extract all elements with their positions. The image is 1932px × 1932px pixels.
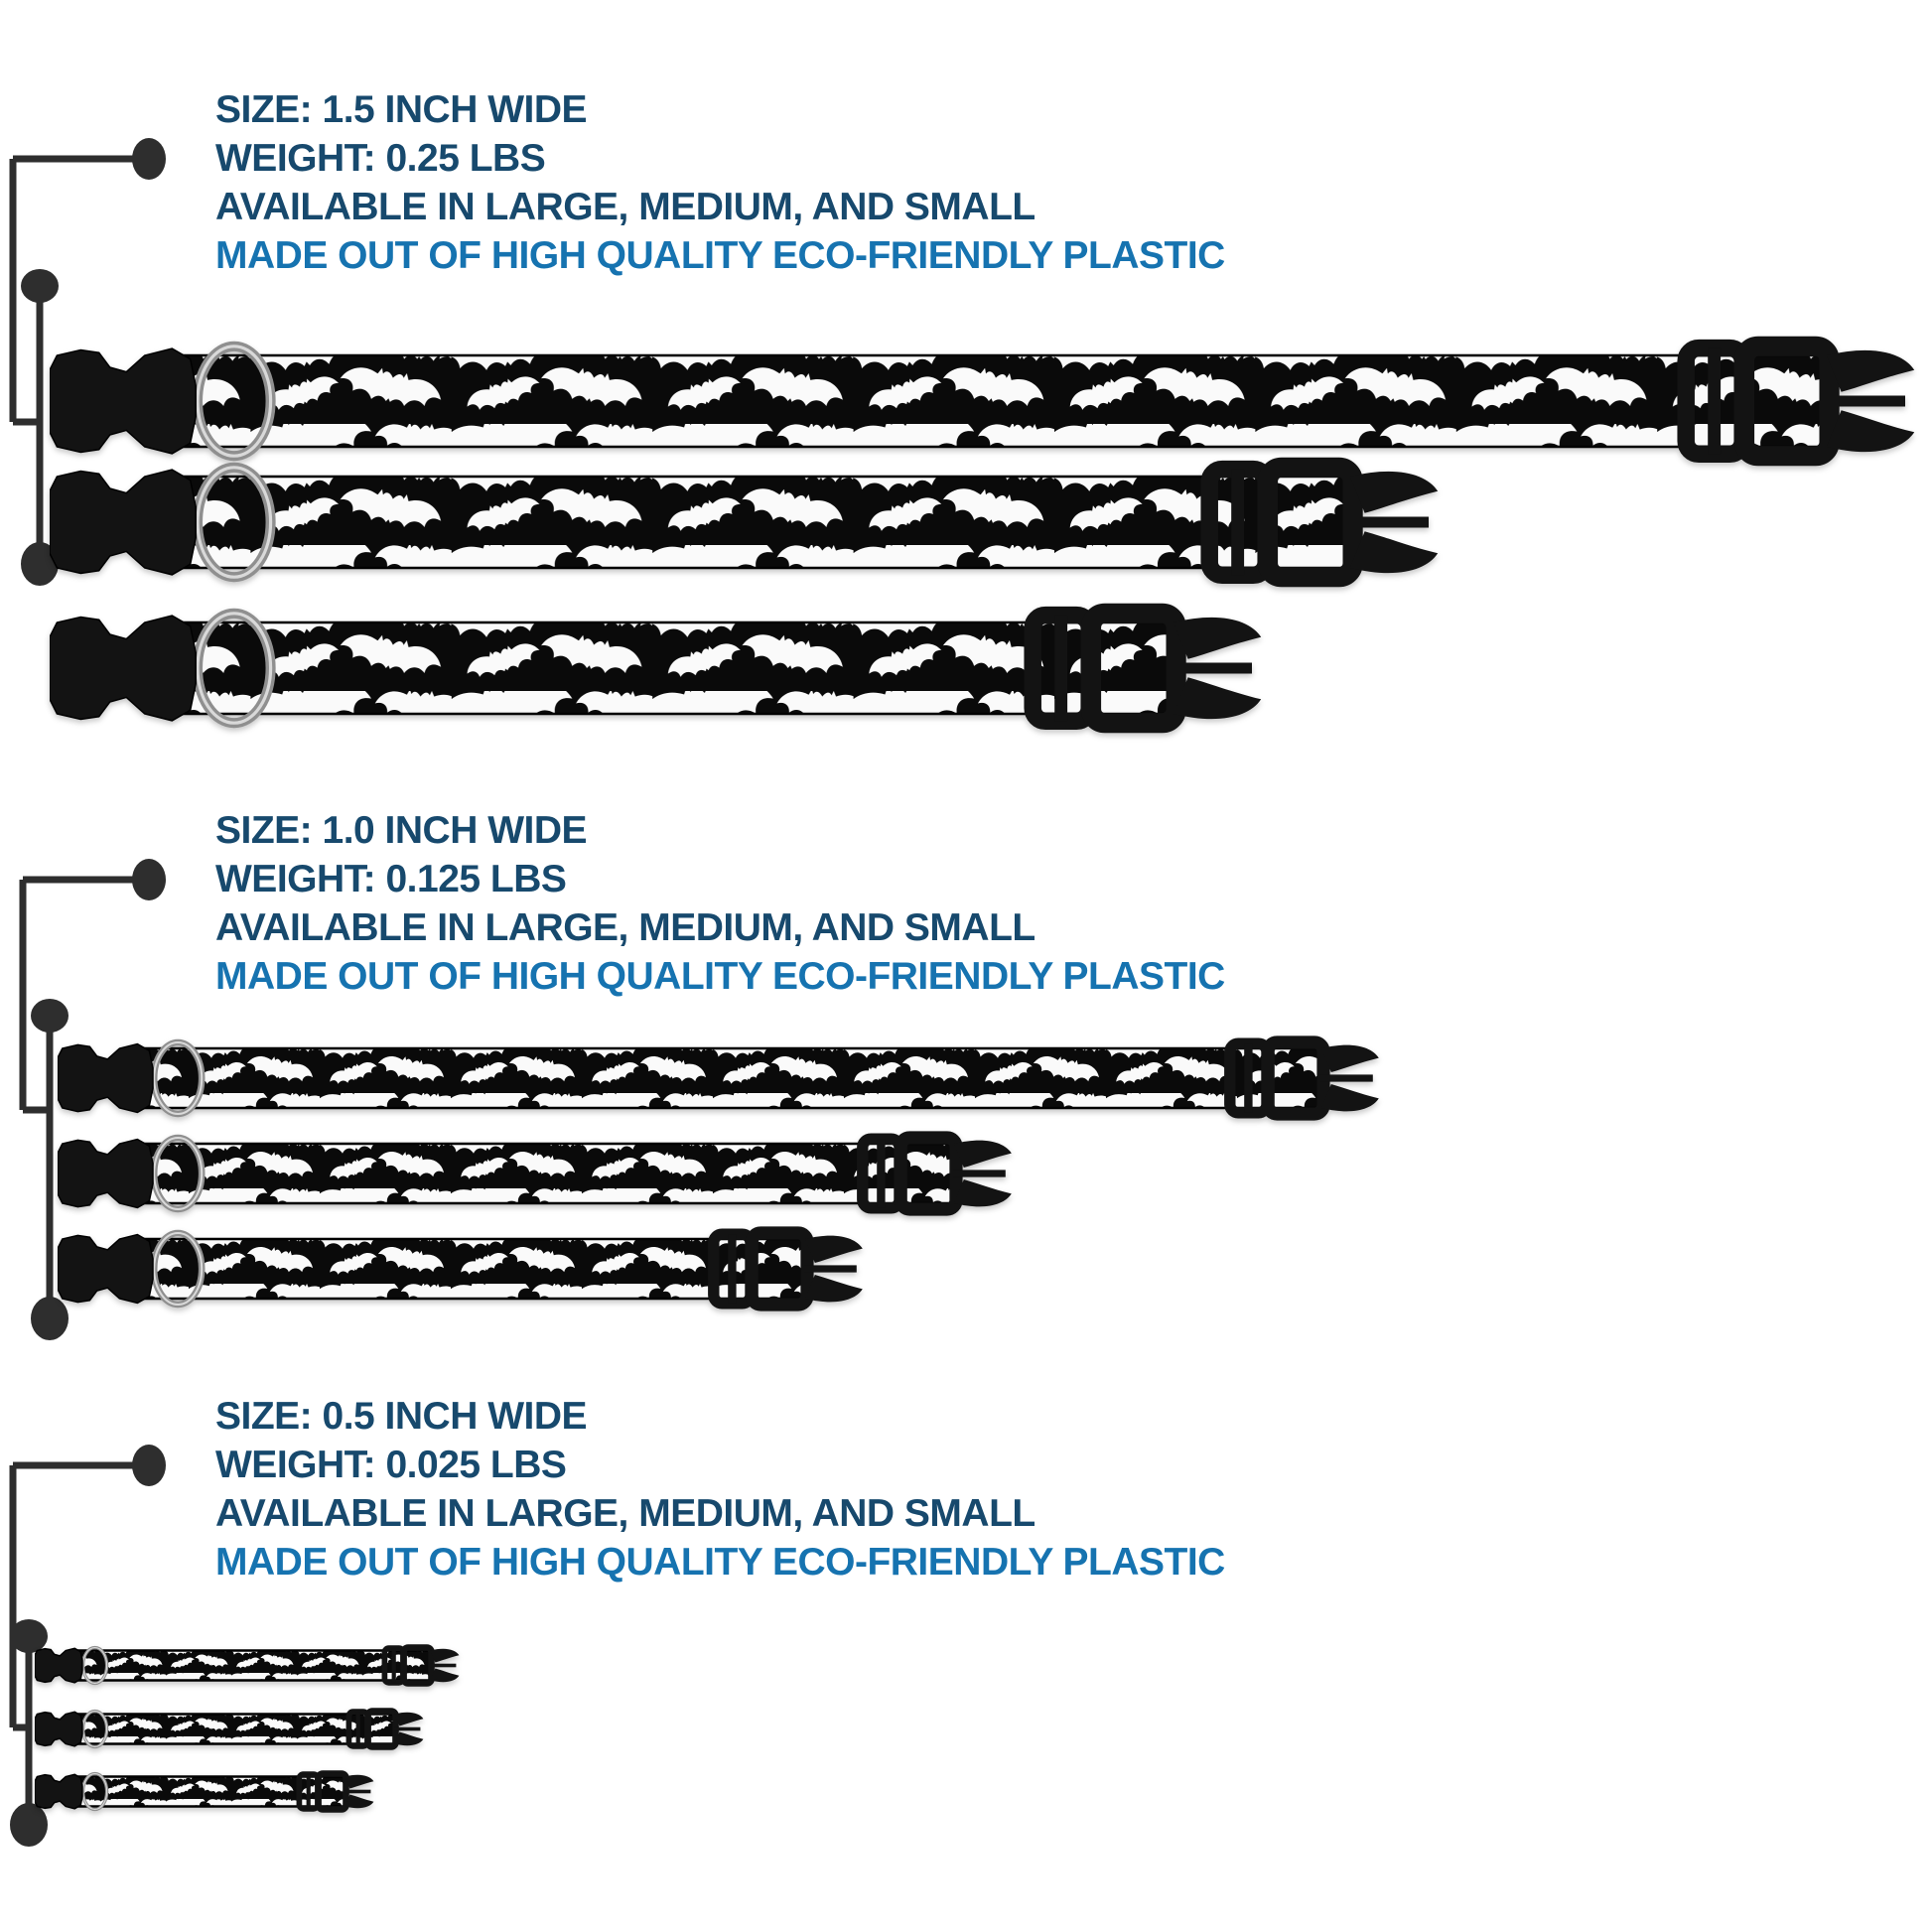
female-buckle [49,347,197,455]
female-buckle [57,1138,154,1209]
female-buckle [49,469,197,576]
triglide-slider [1024,606,1098,731]
collar-1.5-large [49,333,1916,475]
spec-text-block-1-0-inch: SIZE: 1.0 INCH WIDE WEIGHT: 0.125 LBS AV… [215,806,1225,1001]
triglide-slider [857,1133,905,1214]
triglide-slider [345,1709,370,1749]
collar-1.0-small [57,1224,864,1318]
d-ring-icon [192,462,276,583]
spec-text-block-0-5-inch: SIZE: 0.5 INCH WIDE WEIGHT: 0.025 LBS AV… [215,1392,1225,1587]
spec-weight-text: WEIGHT: 0.025 LBS [215,1444,567,1486]
collar-image-large [57,1035,1379,1121]
collar-image-medium [34,1708,424,1750]
male-clip [745,1226,863,1311]
female-buckle [34,1773,83,1810]
male-clip [894,1131,1012,1216]
spec-weight-text: WEIGHT: 0.125 LBS [215,858,567,900]
connector-dot [132,1445,166,1486]
collar-strap [75,1649,433,1682]
spec-size-text: SIZE: 0.5 INCH WIDE [215,1395,588,1438]
d-ring-icon [192,608,276,729]
female-buckle [34,1647,83,1684]
male-clip [1080,603,1262,734]
triglide-slider [708,1228,757,1310]
collar-strap [75,1775,347,1808]
clip-prongs [430,1648,460,1683]
triglide-slider [1677,339,1751,464]
connector-dot [21,269,59,303]
d-ring-icon [150,1134,206,1213]
collar-1.5-small [49,600,1263,742]
collar-strap [140,1046,1325,1110]
connector-dot [31,999,69,1033]
triglide-slider [381,1645,406,1686]
connector-dot [132,138,166,180]
male-clip [1733,336,1915,467]
connector-dot [132,859,166,900]
triglide-slider [1224,1037,1273,1119]
spec-availability-text: AVAILABLE IN LARGE, MEDIUM, AND SMALL [215,906,1035,949]
male-clip [364,1708,424,1750]
spec-material-text: MADE OUT OF HIGH QUALITY ECO-FRIENDLY PL… [215,955,1225,998]
triglide-slider [296,1771,321,1812]
collar-image-small [57,1226,863,1311]
male-clip [315,1770,374,1813]
female-buckle [57,1042,154,1114]
spec-weight-text: WEIGHT: 0.25 LBS [215,137,546,180]
d-ring-icon [192,341,276,462]
collar-image-medium [49,457,1439,588]
clip-prongs [1348,471,1439,574]
triglide-slider [1200,460,1275,585]
collar-image-large [34,1644,460,1687]
collar-image-small [49,603,1262,734]
collar-0.5-large [34,1643,460,1693]
collar-image-large [49,336,1915,467]
collar-0.5-small [34,1769,374,1819]
clip-prongs [345,1774,374,1809]
collar-strap [178,353,1831,449]
clip-prongs [394,1712,424,1746]
spec-material-text: MADE OUT OF HIGH QUALITY ECO-FRIENDLY PL… [215,234,1225,277]
female-buckle [34,1711,83,1747]
spec-availability-text: AVAILABLE IN LARGE, MEDIUM, AND SMALL [215,1492,1035,1535]
collar-1.0-large [57,1034,1380,1128]
spec-text-block-1-5-inch: SIZE: 1.5 INCH WIDE WEIGHT: 0.25 LBS AVA… [215,85,1225,280]
spec-size-text: SIZE: 1.5 INCH WIDE [215,88,588,131]
spec-material-text: MADE OUT OF HIGH QUALITY ECO-FRIENDLY PL… [215,1541,1225,1584]
collar-0.5-medium [34,1707,424,1756]
male-clip [1257,457,1439,588]
d-ring-icon [150,1229,206,1309]
collar-image-medium [57,1131,1012,1216]
collar-strap [178,475,1354,570]
spec-size-text: SIZE: 1.0 INCH WIDE [215,809,588,852]
clip-prongs [1825,349,1915,453]
female-buckle [57,1233,154,1305]
collar-strap [140,1237,809,1301]
clip-prongs [1320,1044,1379,1112]
collar-1.0-medium [57,1129,1013,1223]
collar-image-small [34,1770,374,1813]
clip-prongs [953,1140,1012,1207]
male-clip [1261,1035,1379,1121]
spec-availability-text: AVAILABLE IN LARGE, MEDIUM, AND SMALL [215,186,1035,228]
collar-strap [140,1142,958,1205]
clip-prongs [804,1235,863,1303]
male-clip [400,1644,460,1687]
clip-prongs [1172,617,1262,720]
collar-1.5-medium [49,454,1440,596]
d-ring-icon [150,1038,206,1118]
female-buckle [49,615,197,722]
